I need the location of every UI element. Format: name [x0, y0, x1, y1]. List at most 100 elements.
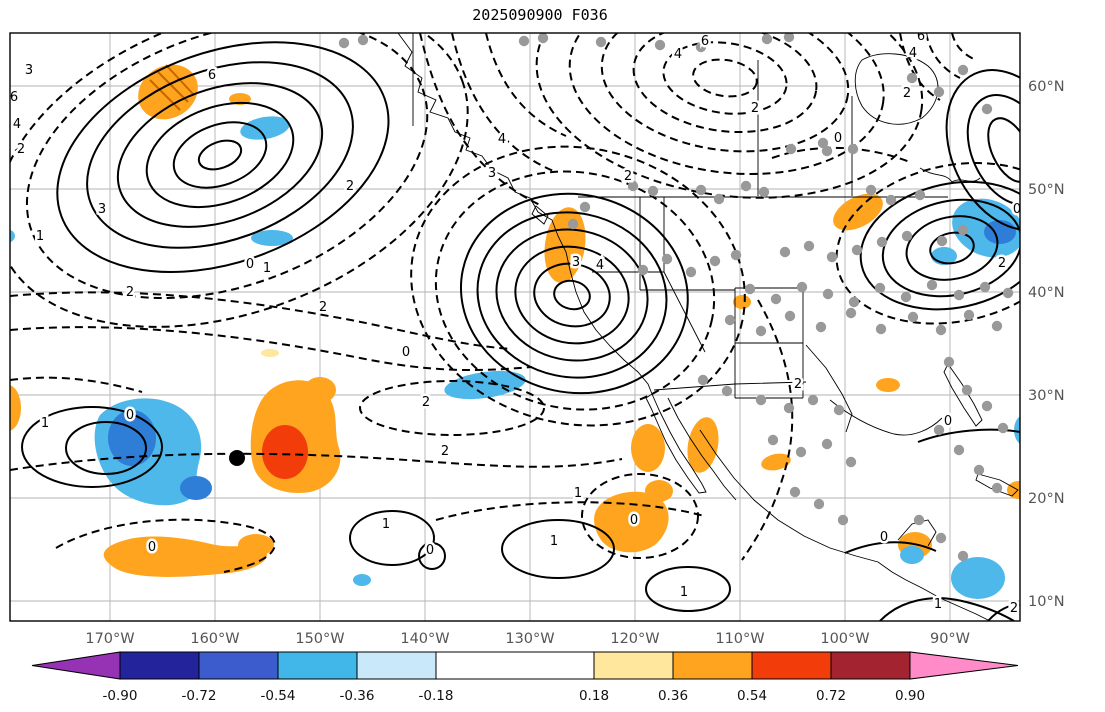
solid-contour: [966, 94, 1020, 206]
station-dot: [935, 532, 947, 544]
contour-label: 0: [246, 257, 254, 272]
negative-anomaly-patch: [1014, 416, 1020, 444]
positive-anomaly-patch: [761, 453, 791, 471]
station-dot: [935, 324, 947, 336]
y-tick-label: 50°N: [1028, 182, 1065, 198]
colorbar-tick-label: -0.36: [340, 688, 375, 704]
contour-label: 0: [126, 408, 134, 423]
coastline-or-border: [854, 53, 939, 125]
contour-label: 0: [1013, 202, 1021, 217]
station-dot: [845, 307, 857, 319]
station-dot: [979, 281, 991, 293]
coastline-or-border: [805, 344, 853, 433]
dashed-contour: [632, 33, 818, 134]
contour-label: 3: [25, 63, 33, 78]
station-dot: [901, 230, 913, 242]
map-border: [9, 32, 1021, 622]
station-dot: [537, 33, 549, 44]
solid-contour: [879, 597, 1015, 621]
station-dot: [981, 103, 993, 115]
x-tick-label: 100°W: [820, 631, 869, 647]
station-dot: [875, 323, 887, 335]
colorbar-segment: [593, 651, 674, 680]
dashed-contour: [600, 33, 850, 153]
contour-label: 1: [550, 534, 558, 549]
solid-contour: [501, 519, 615, 579]
coastline-or-border: [829, 399, 943, 436]
colorbar-left-arrow: [31, 651, 121, 680]
station-dot: [900, 291, 912, 303]
contour-label: 2: [794, 377, 802, 392]
x-tick-label: 90°W: [930, 631, 970, 647]
dashed-contour: [434, 170, 716, 411]
contour-label: 1: [41, 416, 49, 431]
y-tick-label: 40°N: [1028, 285, 1065, 301]
contour-label: 0: [944, 414, 952, 429]
station-dot: [973, 464, 985, 476]
station-dot: [957, 224, 969, 236]
x-tick-label: 150°W: [295, 631, 344, 647]
solid-contour: [929, 231, 975, 265]
station-dot: [338, 37, 350, 49]
contour-label: 6: [917, 29, 925, 44]
positive-anomaly-patch: [876, 378, 900, 392]
dashed-contour: [10, 452, 623, 471]
station-dot: [779, 246, 791, 258]
colorbar-tick-label: 0.72: [816, 688, 846, 704]
coastline-or-border: [897, 519, 937, 547]
dashed-contour: [692, 58, 758, 98]
dashed-contour: [485, 33, 567, 137]
contour-label: 0: [880, 530, 888, 545]
contour-label: 2: [346, 179, 354, 194]
solid-contour: [533, 262, 611, 328]
contour-label: 3: [572, 255, 580, 270]
colorbar-segment: [672, 651, 753, 680]
contour-label: 0: [402, 345, 410, 360]
colorbar-tick-label: -0.90: [103, 688, 138, 704]
contour-label: 2: [422, 395, 430, 410]
solid-contour: [197, 139, 243, 171]
station-dot: [914, 189, 926, 201]
station-dot: [767, 434, 779, 446]
solid-contour: [476, 211, 668, 379]
colorbar-tick-label: 0.90: [895, 688, 925, 704]
station-dot: [518, 35, 530, 47]
negative-anomaly-core: [984, 220, 1016, 244]
colorbar-tick-label: -0.72: [182, 688, 217, 704]
negative-anomaly-patch: [951, 557, 1005, 599]
station-dot: [885, 194, 897, 206]
station-dot: [848, 296, 860, 308]
contour-label: 2: [998, 256, 1006, 271]
station-dot: [661, 253, 673, 265]
dashed-contour: [359, 380, 545, 436]
solid-contour: [65, 421, 147, 475]
solid-contour: [116, 82, 324, 228]
station-dot: [595, 36, 607, 48]
solid-contour: [917, 428, 1020, 443]
colorbar: -0.90 -0.72 -0.54 -0.36 -0.18 0.18 0.36 0.54 0.7…: [31, 651, 1019, 704]
coastline-or-border: [645, 393, 707, 494]
positive-anomaly-patch: [833, 193, 883, 231]
colorbar-segment: [198, 651, 279, 680]
station-dot: [685, 266, 697, 278]
station-dot: [943, 356, 955, 368]
contour-label: 6: [701, 34, 709, 49]
station-dot: [695, 41, 707, 53]
x-tick-label: 160°W: [190, 631, 239, 647]
contour-label: 2: [751, 101, 759, 116]
x-tick-label: 130°W: [505, 631, 554, 647]
positive-anomaly-patch: [687, 417, 719, 473]
station-dot: [953, 289, 965, 301]
contour-label: 1: [680, 585, 688, 600]
station-dot: [637, 264, 649, 276]
station-dot: [579, 201, 591, 213]
colorbar-segment: [435, 651, 595, 680]
station-dot: [796, 281, 808, 293]
dashed-contour: [951, 33, 977, 61]
station-dot: [907, 311, 919, 323]
contour-label: 4: [13, 117, 21, 132]
anomaly-shading-layer: [10, 64, 1020, 599]
station-dot: [730, 249, 742, 261]
station-dot: [933, 424, 945, 436]
dashed-contour: [925, 33, 961, 79]
